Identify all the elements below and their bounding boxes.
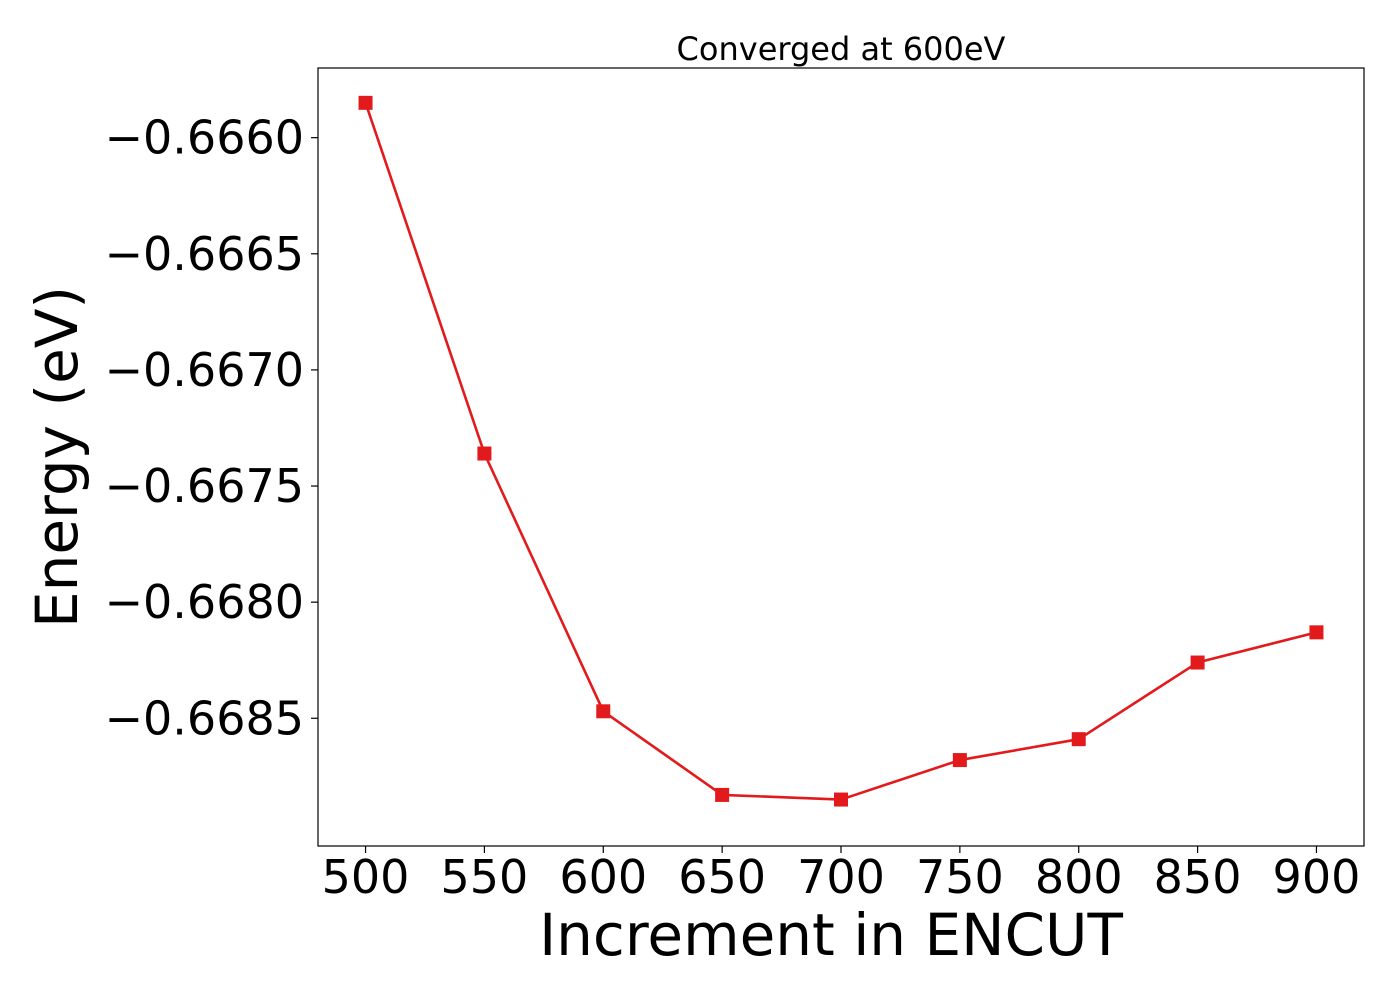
x-tick-label: 800 bbox=[1035, 850, 1123, 904]
y-axis: −0.6660 −0.6665 −0.6670 −0.6675 −0.6680 −0.66… bbox=[105, 111, 318, 745]
series-line bbox=[364, 102, 1317, 801]
y-axis-label: Energy (eV) bbox=[23, 286, 91, 628]
data-point-marker bbox=[1190, 655, 1205, 670]
x-tick-label: 650 bbox=[678, 850, 766, 904]
chart-title: Converged at 600eV bbox=[677, 30, 1006, 68]
plot-area-frame bbox=[317, 67, 1365, 847]
x-tick-label: 550 bbox=[441, 850, 529, 904]
y-tick-label: −0.6670 bbox=[105, 343, 305, 397]
x-tick-label: 700 bbox=[797, 850, 885, 904]
data-point-marker bbox=[834, 792, 848, 807]
x-axis: 500 550 600 650 700 750 800 850 900 bbox=[322, 846, 1361, 904]
data-point-marker bbox=[358, 95, 373, 110]
data-point-marker bbox=[715, 787, 730, 802]
y-tick-label: −0.6665 bbox=[105, 227, 305, 281]
x-axis-label: Increment in ENCUT bbox=[539, 901, 1123, 969]
y-tick-label: −0.6685 bbox=[105, 691, 305, 745]
data-point-marker bbox=[477, 446, 492, 461]
x-tick-label: 900 bbox=[1273, 850, 1361, 904]
data-point-marker bbox=[596, 704, 611, 719]
x-tick-label: 750 bbox=[916, 850, 1004, 904]
x-tick-label: 850 bbox=[1154, 850, 1242, 904]
y-tick-label: −0.6675 bbox=[105, 459, 305, 513]
x-tick-label: 500 bbox=[322, 850, 410, 904]
x-tick-label: 600 bbox=[559, 850, 647, 904]
data-point-marker bbox=[1309, 625, 1324, 640]
data-point-marker bbox=[1071, 732, 1086, 747]
series-layer bbox=[358, 95, 1324, 807]
y-tick-label: −0.6680 bbox=[105, 575, 305, 629]
y-tick-label: −0.6660 bbox=[105, 111, 305, 165]
data-point-marker bbox=[952, 753, 967, 768]
